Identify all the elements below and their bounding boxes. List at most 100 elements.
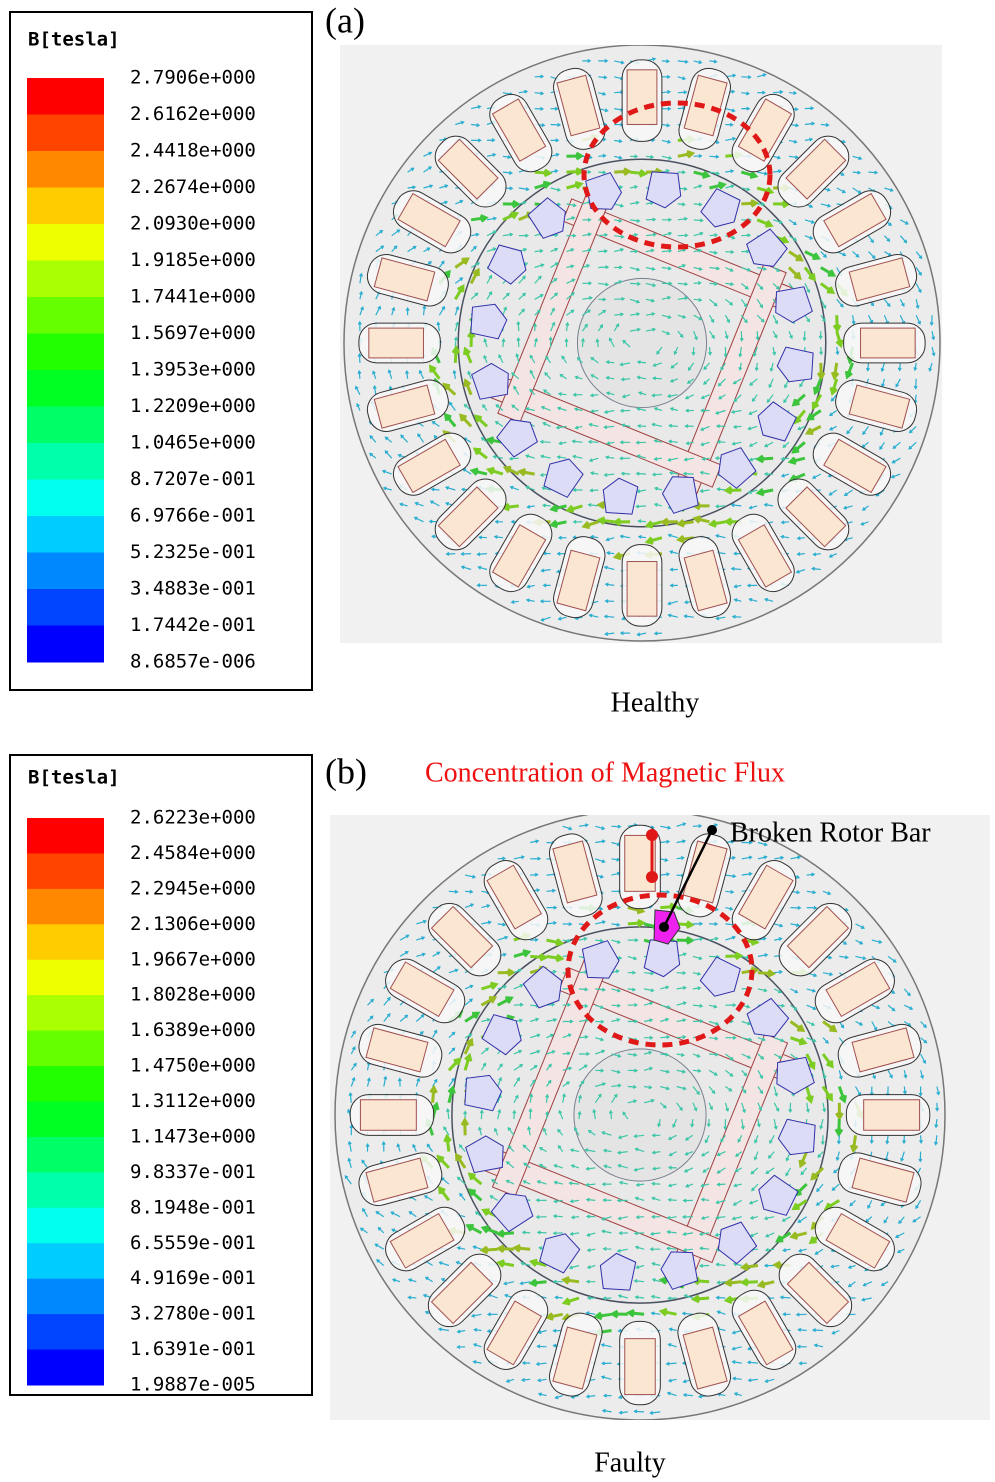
legend-value: 2.6162e+000 — [130, 103, 256, 125]
legend-swatch — [27, 1279, 104, 1315]
panel-label: (a) — [325, 0, 365, 40]
legend-value: 1.3953e+000 — [130, 359, 256, 381]
legend-swatch — [27, 1102, 104, 1138]
body: (a) Healthy (b) Concentration of Magneti… — [0, 0, 995, 1482]
caption: Healthy — [611, 687, 700, 718]
legend-value: 2.4418e+000 — [130, 140, 256, 162]
legend-swatch — [27, 78, 104, 115]
legend-swatch — [27, 626, 104, 663]
legend-swatch — [27, 188, 104, 225]
legend-swatch — [27, 1208, 104, 1244]
legend-swatch — [27, 1172, 104, 1208]
legend-swatch — [27, 589, 104, 626]
legend-value: 8.6857e-006 — [130, 651, 256, 673]
stator-slot — [844, 323, 925, 363]
stator-slot — [620, 1321, 661, 1404]
legend-value: 1.7441e+000 — [130, 286, 256, 308]
coil — [625, 1339, 656, 1395]
legend-swatch — [27, 1314, 104, 1350]
stator-slot — [622, 545, 662, 626]
pointer-dot — [659, 922, 669, 932]
legend-value: 1.2209e+000 — [130, 395, 256, 417]
legend-swatch — [27, 1243, 104, 1279]
legend-value: 2.7906e+000 — [130, 67, 256, 89]
legend-value: 1.0465e+000 — [130, 432, 256, 454]
coil — [861, 328, 916, 358]
shaft — [574, 1049, 706, 1181]
legend-value: 1.8028e+000 — [130, 984, 256, 1006]
legend-title: B[tesla] — [28, 29, 120, 51]
annotation: Concentration of Magnetic Flux — [425, 757, 785, 788]
legend-swatch — [27, 261, 104, 298]
figure: (a) Healthy (b) Concentration of Magneti… — [0, 0, 995, 1482]
legend-value: 2.2945e+000 — [130, 877, 256, 899]
legend: B[tesla] 2.6223e+000 2.4584e+000 2.2945e+00… — [10, 755, 312, 1396]
legend-swatch — [27, 924, 104, 960]
coil — [627, 70, 657, 125]
legend-value: 2.2674e+000 — [130, 176, 256, 198]
legend-value: 6.9766e-001 — [130, 505, 256, 527]
legend-value: 1.7442e-001 — [130, 614, 256, 636]
legend-swatch — [27, 407, 104, 444]
legend-value: 1.1473e+000 — [130, 1125, 256, 1147]
coil — [627, 562, 657, 617]
legend-value: 2.0930e+000 — [130, 213, 256, 235]
legend-swatch — [27, 480, 104, 517]
legend-value: 1.3112e+000 — [130, 1090, 256, 1112]
coil — [360, 1100, 416, 1131]
legend-swatch — [27, 853, 104, 889]
legend-value: 2.1306e+000 — [130, 913, 256, 935]
legend-value: 1.4750e+000 — [130, 1055, 256, 1077]
stator-slot — [846, 1095, 929, 1136]
legend-value: 1.5697e+000 — [130, 322, 256, 344]
pointer-dot — [646, 829, 658, 841]
legend-swatch — [27, 1031, 104, 1067]
legend-title: B[tesla] — [28, 767, 120, 789]
annotation: Broken Rotor Bar — [730, 817, 931, 848]
legend-value: 2.6223e+000 — [130, 807, 256, 829]
legend: B[tesla] 2.7906e+000 2.6162e+000 2.4418e+00… — [10, 12, 312, 690]
legend-swatch — [27, 370, 104, 407]
stator-slot — [350, 1095, 433, 1136]
legend-swatch — [27, 1066, 104, 1102]
legend-value: 8.1948e-001 — [130, 1196, 256, 1218]
legend-swatch — [27, 553, 104, 590]
legend-swatch — [27, 443, 104, 480]
motor-field-plot — [335, 810, 945, 1420]
legend-swatch — [27, 995, 104, 1031]
pointer-dot — [646, 871, 658, 883]
legend-swatch — [27, 334, 104, 371]
legend-value: 8.7207e-001 — [130, 468, 256, 490]
legend-value: 6.5559e-001 — [130, 1232, 256, 1254]
legend-swatch — [27, 1350, 104, 1386]
legend-swatch — [27, 1137, 104, 1173]
page: {"panels": [ {"label": "(a)", "caption":… — [0, 0, 995, 1482]
stator-slot — [359, 323, 440, 363]
legend-value: 2.4584e+000 — [130, 842, 256, 864]
coil — [369, 328, 424, 358]
panel-label: (b) — [325, 751, 367, 791]
legend-swatch — [27, 224, 104, 261]
legend-swatch — [27, 151, 104, 188]
legend-swatch — [27, 818, 104, 854]
legend-value: 1.9887e-005 — [130, 1374, 256, 1396]
legend-swatch — [27, 115, 104, 152]
legend-swatch — [27, 960, 104, 996]
legend-swatch — [27, 297, 104, 334]
legend-value: 3.2780e-001 — [130, 1303, 256, 1325]
legend-value: 1.9185e+000 — [130, 249, 256, 271]
legend-value: 5.2325e-001 — [130, 541, 256, 563]
stator-slot — [622, 60, 662, 141]
pointer-dot — [707, 825, 717, 835]
legend-value: 1.9667e+000 — [130, 948, 256, 970]
coil — [864, 1100, 920, 1131]
legend-swatch — [27, 889, 104, 925]
motor-field-plot — [344, 45, 940, 641]
legend-value: 4.9169e-001 — [130, 1267, 256, 1289]
legend-value: 1.6391e-001 — [130, 1338, 256, 1360]
legend-value: 9.8337e-001 — [130, 1161, 256, 1183]
caption: Faulty — [594, 1447, 666, 1478]
legend-value: 3.4883e-001 — [130, 578, 256, 600]
legend-swatch — [27, 516, 104, 553]
legend-value: 1.6389e+000 — [130, 1019, 256, 1041]
